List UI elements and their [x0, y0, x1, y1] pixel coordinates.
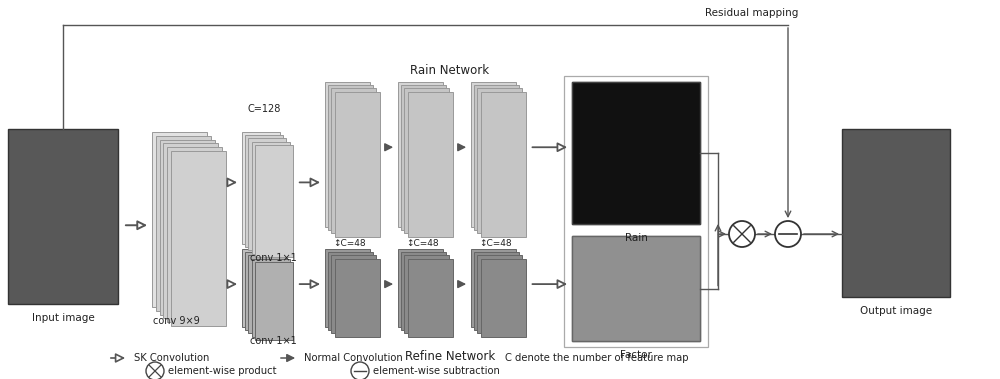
FancyBboxPatch shape: [152, 132, 207, 307]
FancyBboxPatch shape: [335, 258, 380, 337]
FancyBboxPatch shape: [242, 132, 280, 244]
Text: Normal Convolution: Normal Convolution: [304, 353, 403, 363]
FancyBboxPatch shape: [477, 88, 522, 233]
Text: conv 1×1: conv 1×1: [250, 253, 297, 263]
FancyBboxPatch shape: [572, 236, 700, 341]
FancyBboxPatch shape: [245, 252, 283, 330]
Text: ↕C=48: ↕C=48: [406, 240, 439, 249]
Text: ↕C=48: ↕C=48: [479, 240, 512, 249]
FancyBboxPatch shape: [471, 82, 516, 227]
Text: C denote the number of feature map: C denote the number of feature map: [505, 353, 688, 363]
FancyBboxPatch shape: [398, 249, 443, 327]
Text: Output image: Output image: [860, 306, 932, 316]
FancyBboxPatch shape: [401, 252, 446, 330]
Text: Refine Network: Refine Network: [405, 351, 495, 363]
FancyBboxPatch shape: [408, 92, 453, 236]
FancyBboxPatch shape: [248, 138, 286, 251]
FancyBboxPatch shape: [572, 236, 700, 341]
Text: Factor: Factor: [620, 350, 652, 360]
FancyBboxPatch shape: [481, 258, 526, 337]
Text: Rain Network: Rain Network: [410, 64, 490, 77]
Text: Residual mapping: Residual mapping: [705, 8, 799, 18]
FancyBboxPatch shape: [481, 92, 526, 236]
Text: C=128: C=128: [247, 104, 281, 114]
FancyBboxPatch shape: [167, 147, 222, 322]
FancyBboxPatch shape: [171, 151, 226, 326]
FancyBboxPatch shape: [404, 255, 449, 334]
FancyBboxPatch shape: [331, 255, 376, 334]
FancyBboxPatch shape: [477, 255, 522, 334]
FancyBboxPatch shape: [335, 92, 380, 236]
FancyBboxPatch shape: [474, 252, 519, 330]
FancyBboxPatch shape: [252, 258, 290, 337]
FancyBboxPatch shape: [564, 76, 708, 347]
Text: ↕C=48: ↕C=48: [333, 240, 366, 249]
FancyBboxPatch shape: [252, 142, 290, 254]
Circle shape: [351, 362, 369, 379]
FancyBboxPatch shape: [471, 249, 516, 327]
FancyBboxPatch shape: [401, 85, 446, 230]
FancyBboxPatch shape: [474, 85, 519, 230]
FancyBboxPatch shape: [331, 88, 376, 233]
FancyBboxPatch shape: [163, 143, 218, 318]
FancyBboxPatch shape: [248, 255, 286, 334]
FancyBboxPatch shape: [328, 252, 373, 330]
Text: element-wise product: element-wise product: [168, 366, 276, 376]
Circle shape: [729, 221, 755, 247]
FancyBboxPatch shape: [156, 136, 211, 311]
FancyBboxPatch shape: [572, 82, 700, 224]
Circle shape: [775, 221, 801, 247]
FancyBboxPatch shape: [404, 88, 449, 233]
FancyBboxPatch shape: [408, 258, 453, 337]
FancyBboxPatch shape: [245, 135, 283, 247]
FancyBboxPatch shape: [242, 249, 280, 327]
FancyBboxPatch shape: [255, 145, 293, 257]
FancyBboxPatch shape: [842, 129, 950, 297]
FancyBboxPatch shape: [328, 85, 373, 230]
Circle shape: [146, 362, 164, 379]
Text: SK Convolution: SK Convolution: [134, 353, 209, 363]
Text: conv 9×9: conv 9×9: [153, 316, 200, 326]
Text: conv 1×1: conv 1×1: [250, 336, 297, 346]
FancyBboxPatch shape: [160, 139, 215, 315]
FancyBboxPatch shape: [572, 82, 700, 224]
Text: Input image: Input image: [32, 313, 94, 323]
FancyBboxPatch shape: [325, 249, 370, 327]
FancyBboxPatch shape: [325, 82, 370, 227]
Text: Rain: Rain: [625, 233, 647, 243]
FancyBboxPatch shape: [255, 262, 293, 340]
FancyBboxPatch shape: [398, 82, 443, 227]
FancyBboxPatch shape: [8, 129, 118, 304]
Text: element-wise subtraction: element-wise subtraction: [373, 366, 500, 376]
